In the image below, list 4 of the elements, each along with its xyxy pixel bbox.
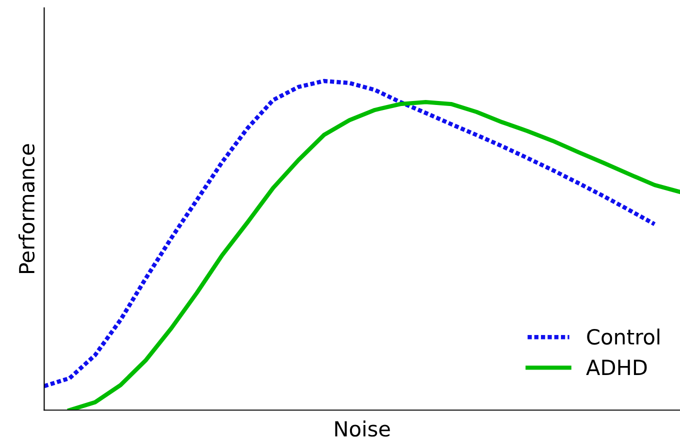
legend-label: ADHD — [586, 360, 647, 375]
x-axis-title: Noise — [335, 420, 390, 437]
legend-label: Control — [587, 328, 660, 345]
y-axis-title: Performance — [18, 144, 35, 273]
